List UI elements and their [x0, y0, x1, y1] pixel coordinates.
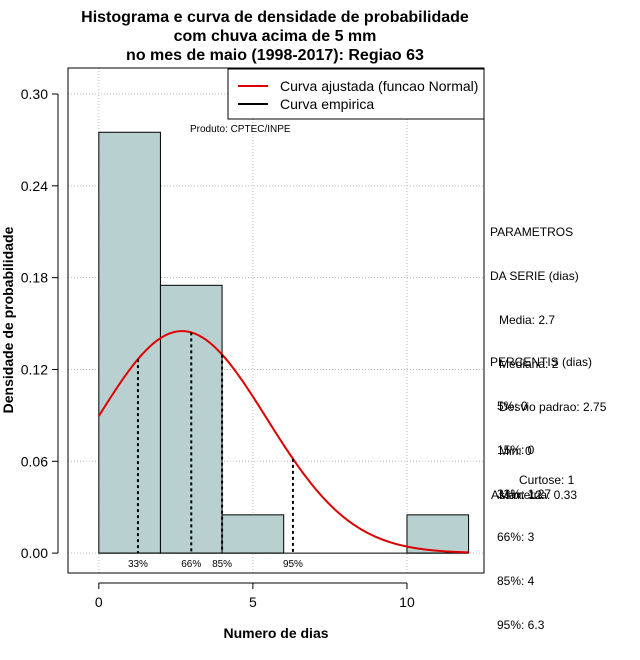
percentiles-panel: PERCENTIS (dias) 5%: 0 15%: 0 33%: 1.27 …	[490, 326, 592, 647]
legend: Curva ajustada (funcao Normal) Curva emp…	[227, 68, 485, 120]
percentile-label-0: 33%	[128, 559, 148, 570]
chart-title: Histograma e curva de densidade de proba…	[81, 9, 469, 64]
percentil-33: 33%: 1.27	[497, 486, 552, 501]
percentile-label-3: 95%	[283, 559, 303, 570]
legend-label-empirical: Curva empirica	[280, 96, 374, 112]
percentis-title: PERCENTIS (dias)	[490, 355, 593, 370]
y-axis-title: Densidade de probabilidade	[0, 226, 16, 413]
histogram-bar-2	[221, 514, 285, 554]
y-tick-label-3: 0.18	[21, 270, 48, 286]
percentile-label-1: 66%	[181, 559, 201, 570]
y-tick-label-5: 0.30	[21, 86, 48, 102]
curtose-text: Curtose: 1	[519, 473, 575, 487]
percentil-85: 85%: 4	[497, 574, 535, 589]
chart-title-line-2: com chuva acima de 5 mm	[174, 28, 377, 45]
y-tick-label-1: 0.06	[21, 453, 48, 469]
normal-fit-curve	[97, 330, 469, 554]
param-min: Min: 0	[499, 444, 532, 459]
plot-frame	[67, 67, 485, 574]
x-tick-label-0: 0	[95, 594, 103, 610]
percentil-15: 15%: 0	[497, 442, 535, 457]
param-max: Max: 12	[499, 487, 542, 502]
percentile-label-2: 85%	[212, 559, 232, 570]
histogram-bar-5	[406, 514, 470, 554]
legend-box	[227, 68, 485, 120]
params-title-line-2: DA SERIE (dias)	[490, 268, 579, 283]
y-tick-label-0: 0.00	[21, 545, 48, 561]
series-parameters-panel: PARAMETROS DA SERIE (dias) Media: 2.7 Me…	[490, 196, 606, 517]
params-title-line-1: PARAMETROS	[490, 225, 574, 240]
percentile-lines: 33% 66% 85% 95%	[128, 332, 303, 570]
chart-title-line-1: Histograma e curva de densidade de proba…	[81, 9, 469, 26]
param-desvio: Desvio padrao: 2.75	[499, 400, 607, 415]
param-media: Media: 2.7	[499, 312, 556, 327]
percentil-95: 95%: 6.3	[497, 617, 545, 632]
param-mediana: Mediana: 2	[499, 356, 559, 371]
y-tick-label-4: 0.24	[21, 178, 48, 194]
percentil-5: 5%: 0	[497, 398, 528, 413]
product-annotation: Produto: CPTEC/INPE	[190, 124, 291, 135]
histogram-bar-0	[98, 131, 161, 554]
x-tick-label-1: 5	[249, 594, 257, 610]
percentil-66: 66%: 3	[497, 530, 535, 545]
x-tick-label-2: 10	[399, 594, 415, 610]
x-axis-title: Numero de dias	[223, 625, 328, 641]
chart-title-line-3: no mes de maio (1998-2017): Regiao 63	[126, 47, 424, 64]
y-tick-label-2: 0.12	[21, 361, 48, 377]
axes: 0.00 0.06 0.12 0.18 0.24 0.30 0 5 10	[21, 86, 415, 610]
legend-label-fit: Curva ajustada (funcao Normal)	[280, 78, 478, 94]
assimetria-text: Assimetria: 0.33	[491, 488, 578, 502]
